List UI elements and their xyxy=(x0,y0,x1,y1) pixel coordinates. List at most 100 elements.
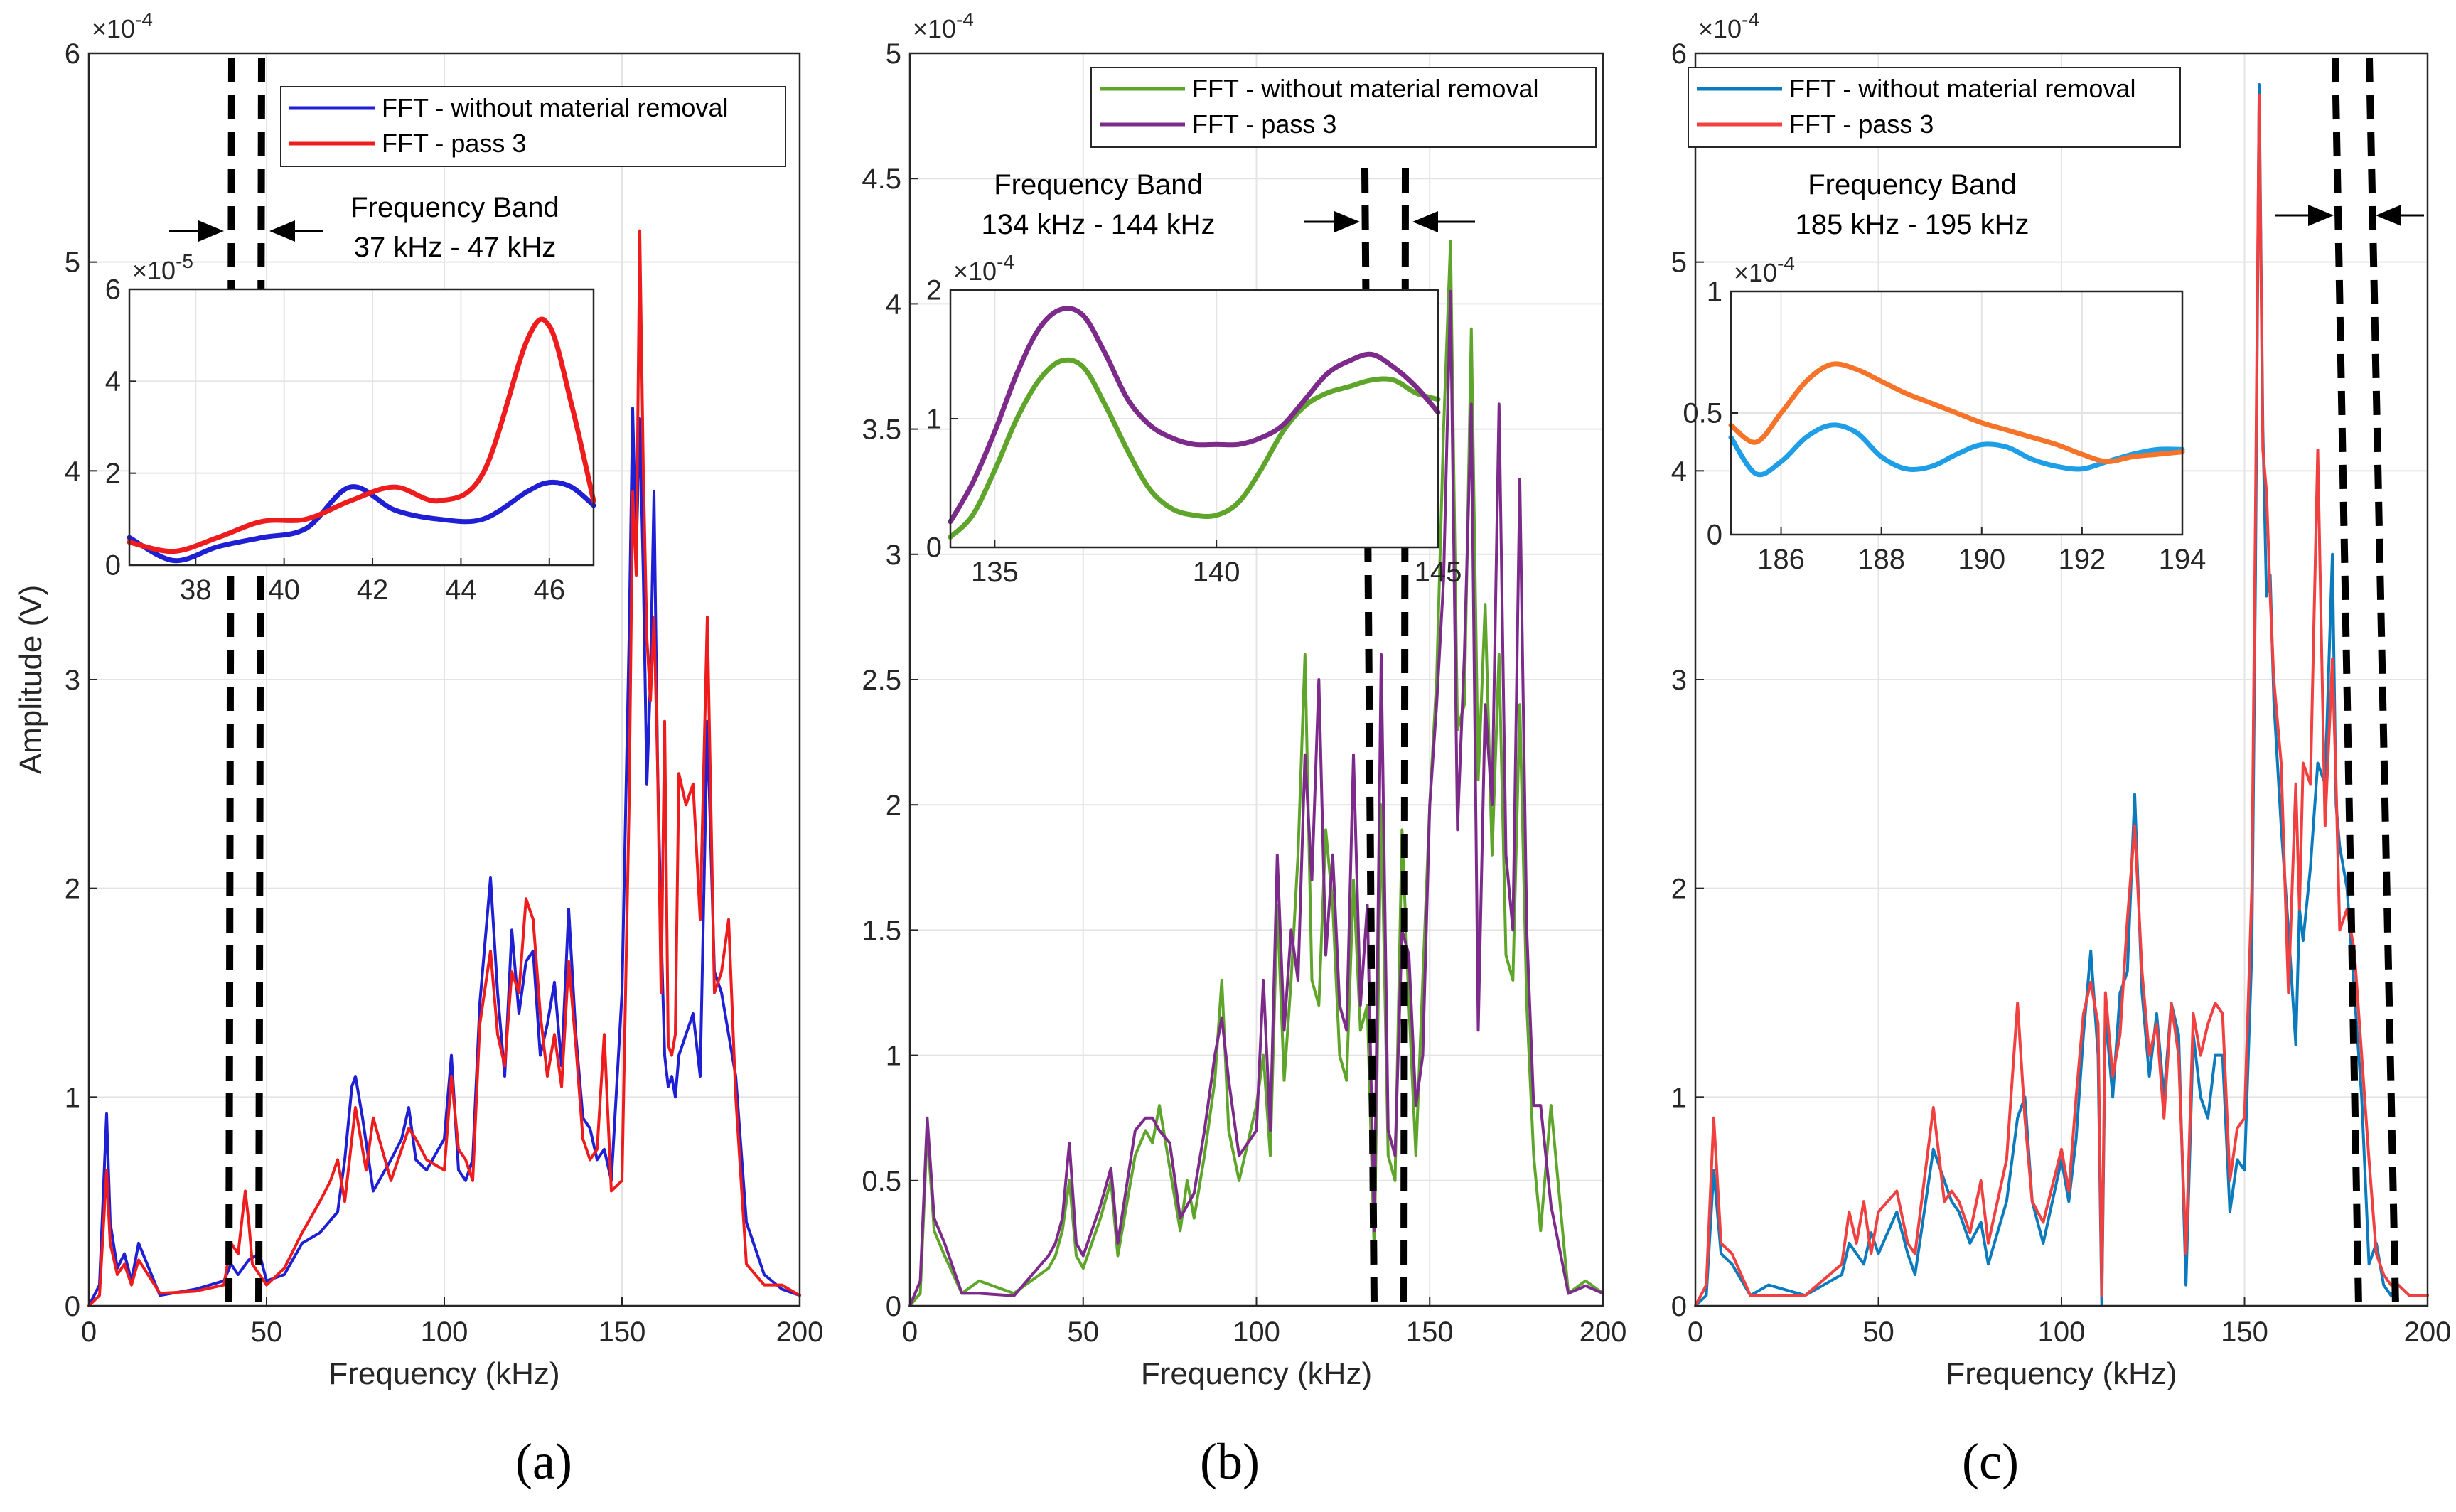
legend-3: FFT - without material removal FFT - pass… xyxy=(1688,67,2181,148)
x-axis-label-1: Frequency (kHz) xyxy=(328,1356,559,1391)
inset-3-ytick-label-0: 0 xyxy=(1707,519,1722,550)
inset-1-xtick-label-4: 46 xyxy=(534,574,566,606)
legend-label-2-2: FFT - pass 3 xyxy=(1192,109,1336,139)
inset-1-plot-area xyxy=(129,289,594,565)
band-range-1: 37 kHz - 47 kHz xyxy=(354,232,557,263)
main-2-ytick-label-0: 0 xyxy=(886,1291,901,1322)
inset-3-xtick-label-1: 188 xyxy=(1857,544,1905,575)
panel-label-3: (c) xyxy=(1962,1433,2019,1490)
inset-3-ytick-label-2: 1 xyxy=(1707,276,1722,307)
inset-2-ytick-label-0: 0 xyxy=(926,532,942,563)
main-3-ytick-label-0: 0 xyxy=(1671,1291,1687,1322)
legend-label-1-2: FFT - pass 3 xyxy=(382,129,526,158)
inset-series-line-2-2 xyxy=(948,306,1441,525)
main-2-xtick-label-2: 100 xyxy=(1233,1317,1280,1348)
main-2-xtick-label-1: 50 xyxy=(1068,1317,1100,1348)
band-range-2: 134 kHz - 144 kHz xyxy=(981,209,1215,240)
series-line-3-1 xyxy=(1694,83,2429,1307)
main-1-ytick-label-6: 6 xyxy=(65,38,80,70)
inset-box-1 xyxy=(128,288,595,567)
main-3-xtick-label-0: 0 xyxy=(1688,1317,1703,1348)
panel-label-1: (a) xyxy=(515,1433,572,1490)
main-1-ytick-label-1: 1 xyxy=(65,1082,80,1113)
band-dashed-line-3-2 xyxy=(2366,58,2399,1307)
inset-2-xtick-label-1: 140 xyxy=(1193,557,1240,588)
inset-1-xtick-label-2: 42 xyxy=(357,574,389,606)
main-1-ytick-label-4: 4 xyxy=(65,456,80,487)
inset-box-3 xyxy=(1730,290,2184,536)
main-1-ytick-label-3: 3 xyxy=(65,665,80,696)
inset-2-xtick-label-0: 135 xyxy=(971,557,1019,588)
axes-box-3 xyxy=(1694,52,2429,1307)
main-3-xtick-label-3: 150 xyxy=(2221,1317,2268,1348)
inset-1-xtick-label-1: 40 xyxy=(268,574,300,606)
band-title-2: Frequency Band xyxy=(994,169,1203,200)
main-2-ytick-label-1: 0.5 xyxy=(862,1166,901,1197)
main-2-ytick-label-9: 4.5 xyxy=(862,163,901,195)
main-1-xtick-label-1: 50 xyxy=(251,1317,283,1348)
main-2-ytick-label-7: 3.5 xyxy=(862,414,901,446)
y-exponent-1: ×10-4 xyxy=(92,9,153,43)
main-2-ytick-label-6: 3 xyxy=(886,540,901,571)
inset-2-ytick-label-1: 1 xyxy=(926,403,942,434)
chart-panel-2: 0 50 100 150 200 0 0.5 1 1.5 2 2.5 3 3.5 4 4.5 5 Frequen… xyxy=(862,9,1626,1391)
main-3-ytick-label-5: 5 xyxy=(1671,247,1687,279)
y-exponent-3: ×10-4 xyxy=(1698,9,1759,43)
main-2-ytick-label-8: 4 xyxy=(886,289,901,320)
main-2-xtick-label-4: 200 xyxy=(1580,1317,1627,1348)
y-exponent-2: ×10-4 xyxy=(913,9,974,43)
main-3-xtick-label-4: 200 xyxy=(2404,1317,2452,1348)
legend-label-3-1: FFT - without material removal xyxy=(1789,74,2135,103)
inset-2-xtick-label-2: 145 xyxy=(1415,557,1462,588)
band-title-1: Frequency Band xyxy=(350,192,559,223)
legend-label-1-1: FFT - without material removal xyxy=(382,93,728,122)
main-1-ytick-label-2: 2 xyxy=(65,874,80,905)
series-line-1-1 xyxy=(87,407,801,1307)
legend-1: FFT - without material removal FFT - pass… xyxy=(280,86,786,167)
band-range-3: 185 kHz - 195 kHz xyxy=(1795,209,2029,240)
legend-label-2-1: FFT - without material removal xyxy=(1192,74,1538,103)
main-3-xtick-label-1: 50 xyxy=(1862,1317,1894,1348)
legend-label-3-2: FFT - pass 3 xyxy=(1789,109,1934,139)
axes-box-1 xyxy=(87,52,801,1307)
chart-panel-3: 0 50 100 150 200 0 1 2 3 4 5 6 Frequency (kHz) ×10-4 F… xyxy=(1671,9,2452,1391)
panel-label-2: (b) xyxy=(1200,1433,1260,1490)
main-1-ytick-label-0: 0 xyxy=(65,1291,80,1322)
main-2-ytick-label-5: 2.5 xyxy=(862,665,901,696)
main-2-ytick-label-10: 5 xyxy=(886,38,901,70)
x-axis-label-3: Frequency (kHz) xyxy=(1946,1356,2177,1391)
inset-3-xtick-label-0: 186 xyxy=(1757,544,1805,575)
band-dashed-line-3-1 xyxy=(2332,58,2362,1307)
main-3-ytick-label-4: 4 xyxy=(1671,456,1687,487)
inset-series-line-1-1 xyxy=(127,479,596,564)
inset-series-line-3-2 xyxy=(1728,361,2185,464)
main-2-xtick-label-3: 150 xyxy=(1406,1317,1454,1348)
band-title-3: Frequency Band xyxy=(1808,169,2017,200)
main-1-xtick-label-3: 150 xyxy=(599,1317,646,1348)
legend-2: FFT - without material removal FFT - pass… xyxy=(1090,67,1597,148)
inset-2-ytick-label-2: 2 xyxy=(926,274,942,306)
y-axis-label-1: Amplitude (V) xyxy=(14,585,48,775)
inset-3-xtick-label-4: 194 xyxy=(2159,544,2206,575)
main-3-ytick-label-2: 2 xyxy=(1671,874,1687,905)
inset-3-xtick-label-2: 190 xyxy=(1958,544,2005,575)
main-3-ytick-label-1: 1 xyxy=(1671,1082,1687,1113)
inset-3-xtick-label-3: 192 xyxy=(2059,544,2106,575)
axes-box-2 xyxy=(908,52,1604,1307)
inset-1-ytick-label-1: 2 xyxy=(105,458,121,489)
main-2-ytick-label-2: 1 xyxy=(886,1041,901,1072)
main-2-ytick-label-4: 2 xyxy=(886,790,901,821)
main-3-ytick-label-6: 6 xyxy=(1671,38,1687,70)
inset-series-line-1-2 xyxy=(127,316,596,554)
inset-box-2 xyxy=(949,289,1439,549)
band-dashed-line-1-1 xyxy=(225,58,235,1307)
x-axis-label-2: Frequency (kHz) xyxy=(1141,1356,1372,1391)
main-3-ytick-label-3: 3 xyxy=(1671,665,1687,696)
series-line-1-2 xyxy=(87,229,801,1307)
legend-box-3 xyxy=(1688,67,2181,148)
